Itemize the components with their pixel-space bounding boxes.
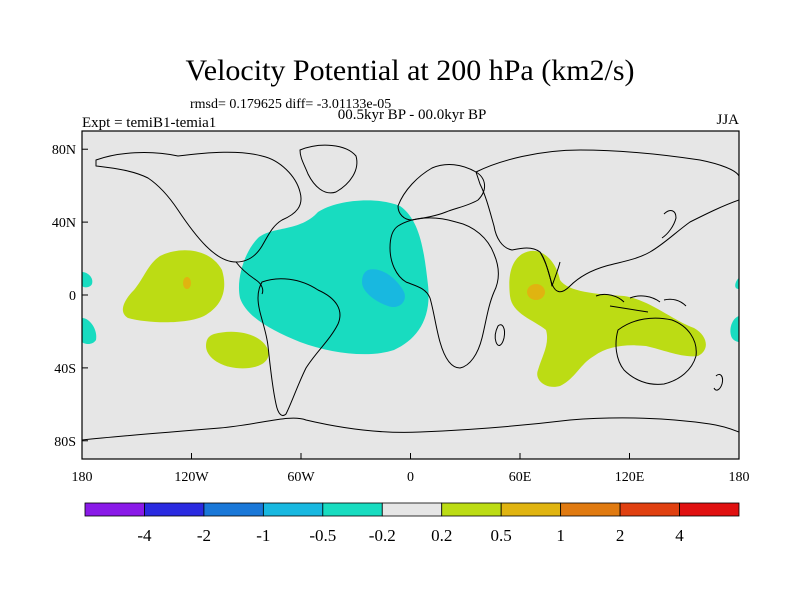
x-tick-label: 0 xyxy=(407,470,414,485)
colorbar-label: -1 xyxy=(256,526,270,545)
coast-japan xyxy=(661,210,677,239)
map-panel xyxy=(82,131,739,459)
indian-ocean-positive-region xyxy=(509,250,706,387)
south-atlantic-minimum-region xyxy=(362,269,405,308)
coast-madagascar xyxy=(494,324,505,346)
stats-label: rmsd= 0.179625 diff= -3.01133e-05 xyxy=(190,97,391,112)
x-tick-label: 180 xyxy=(729,470,750,485)
indian-ocean-max-region xyxy=(527,284,545,300)
x-axis: 180 120W 60W 0 60E 120E 180 xyxy=(72,453,750,485)
colorbar-label: -0.5 xyxy=(309,526,336,545)
east-edge-negative-region xyxy=(730,278,739,342)
x-tick-label: 120W xyxy=(174,470,209,485)
coastlines xyxy=(82,144,739,441)
chart-title: Velocity Potential at 200 hPa (km2/s) xyxy=(185,54,634,87)
central-pacific-max-region xyxy=(183,277,191,289)
coast-asia xyxy=(475,149,739,293)
colorbar-swatch xyxy=(500,502,562,517)
colorbar-swatch xyxy=(84,502,145,517)
colorbar-swatch xyxy=(619,502,680,517)
colorbar: -4 -2 -1 -0.5 -0.2 0.2 0.5 1 2 4 xyxy=(84,502,740,545)
colorbar-label: -4 xyxy=(137,526,152,545)
coast-india xyxy=(539,251,561,287)
x-tick-label: 60W xyxy=(287,470,315,485)
x-tick-label: 180 xyxy=(72,470,93,485)
y-axis: 80N 40N 0 40S 80S xyxy=(52,143,88,450)
southeast-pacific-positive-region xyxy=(206,331,269,369)
colorbar-label: 2 xyxy=(616,526,625,545)
colorbar-label: 1 xyxy=(556,526,565,545)
right-label: JJA xyxy=(716,112,739,128)
coast-south-america xyxy=(257,278,341,417)
colorbar-swatch xyxy=(679,502,740,517)
colorbar-label: 0.2 xyxy=(431,526,452,545)
coast-antarctica xyxy=(82,417,739,441)
coast-australia xyxy=(615,317,697,385)
coast-indonesia xyxy=(595,293,687,313)
colorbar-swatch xyxy=(262,502,324,517)
subtitle-label: 00.5kyr BP - 00.0kyr BP xyxy=(338,107,487,123)
west-edge-negative-region xyxy=(82,272,97,344)
coast-north-america xyxy=(95,151,302,263)
y-tick-label: 80S xyxy=(54,435,76,450)
colorbar-swatch xyxy=(203,502,264,517)
x-tick-label: 120E xyxy=(615,470,645,485)
y-tick-label: 0 xyxy=(69,289,76,304)
colorbar-label: 4 xyxy=(675,526,684,545)
colorbar-swatch xyxy=(144,502,205,517)
coast-new-zealand xyxy=(713,373,723,391)
coast-central-america xyxy=(235,261,264,295)
y-tick-label: 40S xyxy=(54,362,76,377)
colorbar-swatch xyxy=(381,502,443,517)
x-tick-label: 60E xyxy=(509,470,532,485)
colorbar-label: -2 xyxy=(197,526,211,545)
colorbar-swatch xyxy=(560,502,621,517)
colorbar-swatch xyxy=(441,502,502,517)
central-pacific-positive-region xyxy=(122,250,225,323)
y-tick-label: 80N xyxy=(52,143,76,158)
colorbar-swatch xyxy=(322,502,383,517)
y-tick-label: 40N xyxy=(52,216,76,231)
left-label: Expt = temiB1-temia1 xyxy=(82,115,216,131)
colorbar-label: 0.5 xyxy=(491,526,512,545)
atlantic-negative-region xyxy=(238,200,429,355)
coast-africa xyxy=(389,217,499,369)
coast-greenland xyxy=(299,144,358,194)
colorbar-label: -0.2 xyxy=(369,526,396,545)
